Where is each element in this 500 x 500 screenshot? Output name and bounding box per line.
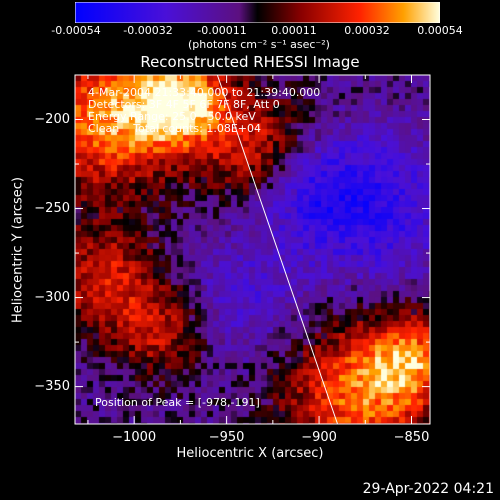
peak-annotation: Position of Peak = [-978,-191] xyxy=(95,396,260,409)
plot-area: 4-Mar-2004 21:33:40.000 to 21:39:40.000 … xyxy=(75,75,430,424)
timestamp: 29-Apr-2022 04:21 xyxy=(362,481,494,497)
colorbar xyxy=(75,2,440,23)
colorbar-tick-label: -0.00032 xyxy=(123,24,173,37)
x-tick-label: −950 xyxy=(208,430,245,445)
colorbar-tick-label: 0.00011 xyxy=(271,24,317,37)
colorbar-tick-label: -0.00011 xyxy=(197,24,247,37)
y-tick-label: −350 xyxy=(34,378,70,394)
y-tick-label: −300 xyxy=(34,289,70,305)
x-tick-label: −900 xyxy=(301,430,337,445)
x-axis-label: Heliocentric X (arcsec) xyxy=(176,446,324,461)
colorbar-tick-label: 0.00032 xyxy=(344,24,390,37)
method-annotation: Clean Total counts: 1.08E+04 xyxy=(88,122,262,135)
colorbar-units: (photons cm⁻² s⁻¹ asec⁻²) xyxy=(188,38,330,51)
x-tick-label: −850 xyxy=(393,430,430,445)
chart-title: Reconstructed RHESSI Image xyxy=(140,53,360,71)
y-tick-label: −200 xyxy=(34,111,70,127)
y-axis-label: Heliocentric Y (arcsec) xyxy=(10,177,26,323)
colorbar-tick-label: -0.00054 xyxy=(51,24,101,37)
colorbar-tick-label: 0.00054 xyxy=(417,24,463,37)
y-tick-label: −250 xyxy=(34,200,70,216)
x-tick-label: −1000 xyxy=(112,430,157,445)
